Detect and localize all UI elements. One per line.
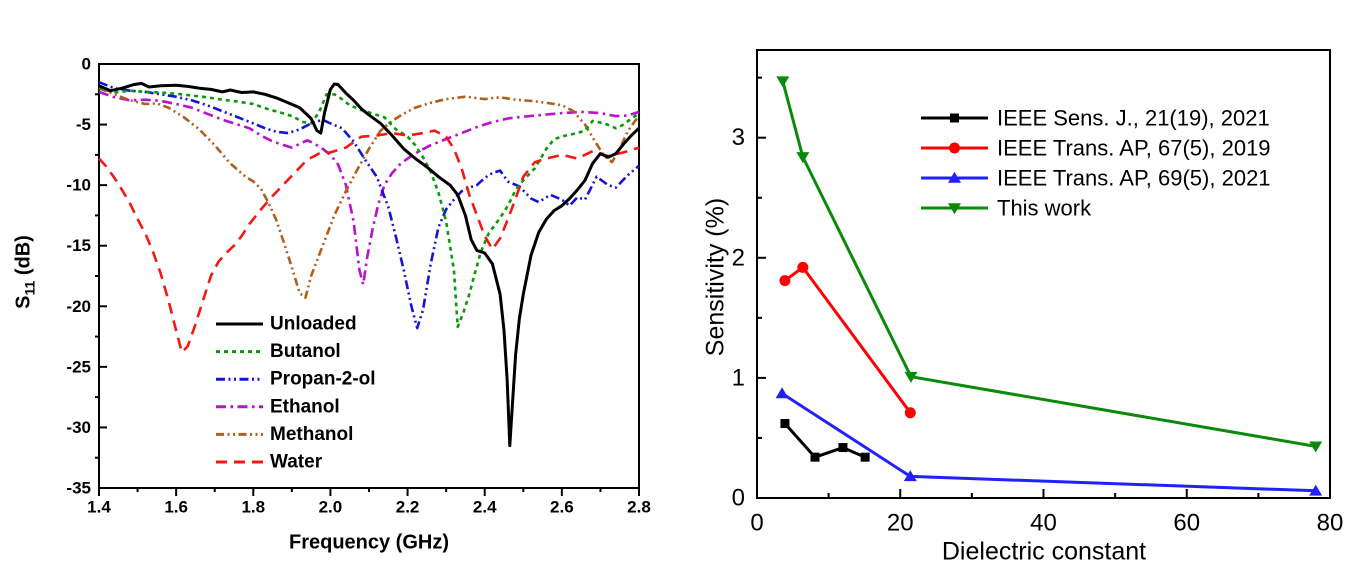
xtick-label: 40 bbox=[1030, 510, 1057, 537]
series-water bbox=[98, 129, 640, 354]
xtick-label: 60 bbox=[1173, 510, 1200, 537]
series-ieee-trans-ap-69-5-2021 bbox=[781, 392, 1316, 493]
left-yaxis-title: S11 (dB) bbox=[13, 235, 38, 309]
xtick-label: 1.8 bbox=[241, 498, 265, 517]
xtick-label: 2.6 bbox=[550, 498, 574, 517]
xtick-label: 1.4 bbox=[87, 498, 111, 517]
xtick-label: 2.4 bbox=[473, 498, 497, 517]
ytick-label: 0 bbox=[732, 485, 745, 512]
xtick-label: 2.8 bbox=[627, 498, 651, 517]
sensitivity-vs-dielectric-chart: 0 20 40 60 80 0 1 2 3 IEEE Sens. J., 21(19), 2021… bbox=[732, 49, 1344, 537]
legend-label: Methanol bbox=[270, 424, 353, 445]
xtick-label: 2.2 bbox=[396, 498, 420, 517]
ytick-label: -15 bbox=[66, 236, 91, 255]
legend-label: IEEE Trans. AP, 67(5), 2019 bbox=[997, 136, 1271, 161]
series-ieee-sens-j-21-19-2021 bbox=[783, 422, 866, 459]
series-unloaded bbox=[98, 81, 641, 448]
ytick-label: 3 bbox=[732, 124, 745, 151]
ytick-label: 0 bbox=[82, 55, 91, 74]
legend-label: Propan-2-ol bbox=[270, 369, 376, 390]
ytick-label: -25 bbox=[66, 357, 91, 376]
ytick-label: -5 bbox=[76, 115, 91, 134]
ytick-label: -10 bbox=[66, 176, 91, 195]
ytick-label: -20 bbox=[66, 297, 91, 316]
ytick-label: -30 bbox=[66, 418, 91, 437]
series-ethanol bbox=[98, 90, 640, 286]
legend-label: Water bbox=[270, 452, 323, 473]
xtick-label: 80 bbox=[1317, 510, 1344, 537]
xtick-label: 20 bbox=[887, 510, 914, 537]
series-propan-2-ol bbox=[98, 80, 640, 330]
series-methanol bbox=[98, 86, 641, 300]
ytick-label: 2 bbox=[732, 244, 745, 271]
left-yaxis-title-rest: (dB) bbox=[12, 235, 35, 281]
legend-label: Butanol bbox=[270, 341, 341, 362]
legend-label: This work bbox=[997, 196, 1092, 221]
xtick-label: 0 bbox=[750, 510, 763, 537]
right-xaxis-title: Dielectric constant bbox=[941, 537, 1147, 566]
left-xaxis-title: Frequency (GHz) bbox=[288, 531, 450, 554]
series-butanol bbox=[98, 86, 640, 329]
left-yaxis-title-base: S bbox=[12, 295, 35, 309]
series-this-work bbox=[781, 80, 1316, 448]
left-yaxis-title-sub: 11 bbox=[21, 280, 38, 296]
s11-vs-frequency-legend: Unloaded Butanol Propan-2-ol Ethanol Methano… bbox=[216, 314, 376, 473]
xtick-label: 1.6 bbox=[164, 498, 188, 517]
s11-vs-frequency-chart: 1.4 1.6 1.8 2.0 2.2 2.4 2.6 2.8 0 -5 -10 -15 -20 -25 -… bbox=[66, 55, 650, 517]
ytick-label: 1 bbox=[732, 364, 745, 391]
xtick-label: 2.0 bbox=[319, 498, 343, 517]
sensitivity-vs-dielectric-legend: IEEE Sens. J., 21(19), 2021 IEEE Trans. A… bbox=[921, 106, 1271, 221]
legend-label: IEEE Trans. AP, 69(5), 2021 bbox=[997, 166, 1271, 191]
right-yaxis-title: Sensitivity (%) bbox=[701, 197, 730, 357]
legend-label: Unloaded bbox=[270, 314, 357, 335]
legend-label: IEEE Sens. J., 21(19), 2021 bbox=[997, 106, 1270, 131]
legend-label: Ethanol bbox=[270, 396, 340, 417]
ytick-label: -35 bbox=[66, 479, 91, 498]
